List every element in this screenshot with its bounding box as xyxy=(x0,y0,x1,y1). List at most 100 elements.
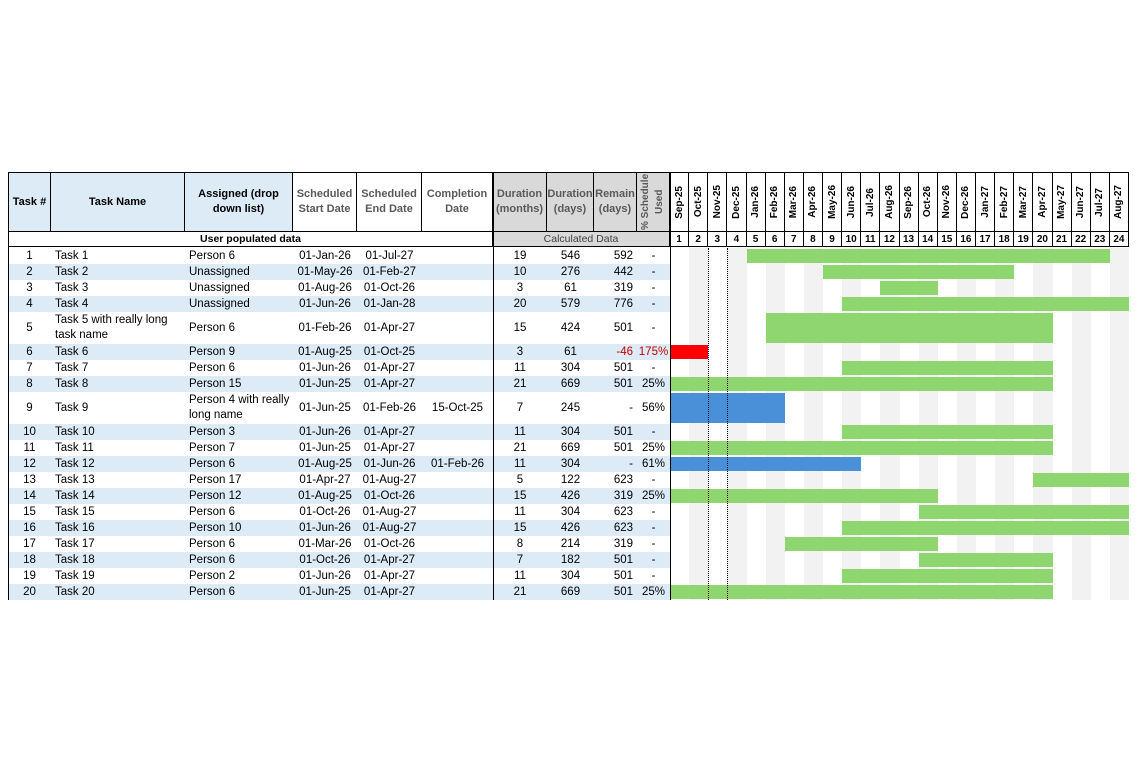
gantt-bar-planned[interactable] xyxy=(842,569,1053,583)
gantt-bar-planned[interactable] xyxy=(670,489,938,503)
task-num-cell[interactable]: 16 xyxy=(23,522,36,534)
gantt-bar-planned[interactable] xyxy=(784,537,938,551)
assigned-cell[interactable]: Person 2 xyxy=(189,570,236,582)
duration-months-cell[interactable]: 21 xyxy=(513,378,527,390)
month-header[interactable]: Jun-27 xyxy=(1072,173,1091,231)
month-header[interactable]: May-27 xyxy=(1053,173,1072,231)
assigned-cell[interactable]: Unassigned xyxy=(189,282,250,294)
gantt-bar-planned[interactable] xyxy=(880,281,938,295)
duration-days-cell[interactable]: 426 xyxy=(560,490,581,502)
duration-months-cell[interactable]: 15 xyxy=(513,522,527,534)
assigned-cell[interactable]: Person 6 xyxy=(189,554,236,566)
start-date-cell[interactable]: 01-Jun-25 xyxy=(299,442,351,454)
task-name-cell[interactable]: Task 13 xyxy=(55,474,95,486)
month-header[interactable]: Mar-27 xyxy=(1014,173,1034,231)
assigned-cell[interactable]: Person 6 xyxy=(189,250,236,262)
table-row[interactable]: 4 Task 4 Unassigned 01-Jun-26 01-Jan-28 20 579… xyxy=(8,296,1129,312)
start-date-cell[interactable]: 01-Jun-26 xyxy=(299,298,351,310)
remain-cell[interactable]: 319 xyxy=(613,538,633,550)
start-date-cell[interactable]: 01-Jun-26 xyxy=(299,570,351,582)
completion-date-cell[interactable] xyxy=(422,248,493,264)
duration-months-cell[interactable]: 11 xyxy=(514,570,526,582)
duration-months-cell[interactable]: 8 xyxy=(516,538,524,550)
month-header[interactable]: Jul-26 xyxy=(861,173,881,231)
end-date-cell[interactable]: 01-Apr-27 xyxy=(363,378,416,390)
pct-used-cell[interactable]: - xyxy=(651,570,656,582)
assigned-cell[interactable]: Person 6 xyxy=(189,321,236,334)
task-name-cell[interactable]: Task 6 xyxy=(55,346,89,358)
task-num-cell[interactable]: 15 xyxy=(23,506,36,518)
task-name-cell[interactable]: Task 15 xyxy=(55,506,95,518)
start-date-cell[interactable]: 01-Jun-25 xyxy=(299,586,351,598)
completion-date-cell[interactable] xyxy=(422,520,493,536)
remain-cell[interactable]: - xyxy=(629,458,633,470)
table-row[interactable]: 2 Task 2 Unassigned 01-May-26 01-Feb-27 10 276… xyxy=(8,264,1129,280)
duration-days-cell[interactable]: 424 xyxy=(560,322,581,334)
header-duration-days[interactable]: Duration (days) xyxy=(547,173,594,231)
pct-used-cell[interactable]: 25% xyxy=(641,586,666,598)
table-row[interactable]: 16 Task 16 Person 10 01-Jun-26 01-Aug-27 15 42… xyxy=(8,520,1129,536)
end-date-cell[interactable]: 01-Oct-26 xyxy=(363,490,416,502)
gantt-bar-planned[interactable] xyxy=(746,249,1110,263)
start-date-cell[interactable]: 01-Jun-26 xyxy=(299,522,351,534)
completion-date-cell[interactable] xyxy=(422,344,493,360)
remain-cell[interactable]: 623 xyxy=(613,474,633,486)
task-num-cell[interactable]: 17 xyxy=(23,538,36,550)
pct-used-cell[interactable]: - xyxy=(651,266,656,278)
completion-date-cell[interactable] xyxy=(422,312,493,344)
remain-cell[interactable]: 442 xyxy=(613,266,633,278)
duration-days-cell[interactable]: 61 xyxy=(564,282,577,294)
duration-months-cell[interactable]: 11 xyxy=(514,458,526,470)
month-header[interactable]: Jan-27 xyxy=(976,173,996,231)
start-date-cell[interactable]: 01-Aug-25 xyxy=(298,346,352,358)
duration-months-cell[interactable]: 7 xyxy=(516,402,524,414)
gantt-bar-planned[interactable] xyxy=(918,553,1053,567)
month-header[interactable]: Mar-26 xyxy=(785,173,804,231)
end-date-cell[interactable]: 01-Jun-26 xyxy=(363,458,416,470)
duration-days-cell[interactable]: 669 xyxy=(560,586,581,598)
start-date-cell[interactable]: 01-Aug-25 xyxy=(298,490,352,502)
duration-days-cell[interactable]: 61 xyxy=(564,346,577,358)
month-header[interactable]: Dec-25 xyxy=(727,173,747,231)
duration-days-cell[interactable]: 304 xyxy=(560,426,581,438)
header-task-num[interactable]: Task # xyxy=(8,173,51,231)
task-name-cell[interactable]: Task 18 xyxy=(55,554,95,566)
table-row[interactable]: 15 Task 15 Person 6 01-Oct-26 01-Aug-27 11 304… xyxy=(8,504,1129,520)
task-name-cell[interactable]: Task 5 with really long task name xyxy=(55,314,168,341)
completion-date-cell[interactable] xyxy=(422,568,493,584)
task-num-cell[interactable]: 9 xyxy=(26,402,33,414)
table-row[interactable]: 10 Task 10 Person 3 01-Jun-26 01-Apr-27 11 304… xyxy=(8,424,1129,440)
month-header[interactable]: Aug-26 xyxy=(880,173,900,231)
table-row[interactable]: 17 Task 17 Person 6 01-Mar-26 01-Oct-26 8 214 3… xyxy=(8,536,1129,552)
duration-months-cell[interactable]: 11 xyxy=(514,506,526,518)
month-header[interactable]: Nov-26 xyxy=(938,173,957,231)
remain-cell[interactable]: - xyxy=(629,402,633,414)
header-completion[interactable]: Completion Date xyxy=(422,173,493,231)
task-num-cell[interactable]: 14 xyxy=(23,490,36,502)
gantt-bar-planned[interactable] xyxy=(1033,473,1129,487)
duration-months-cell[interactable]: 19 xyxy=(513,250,527,262)
table-row[interactable]: 20 Task 20 Person 6 01-Jun-25 01-Apr-27 21 669… xyxy=(8,584,1129,600)
header-duration-months[interactable]: Duration (months) xyxy=(493,173,547,231)
pct-used-cell[interactable]: - xyxy=(651,298,656,310)
end-date-cell[interactable]: 01-Oct-25 xyxy=(363,346,416,358)
end-date-cell[interactable]: 01-Oct-26 xyxy=(363,282,416,294)
header-sched-end[interactable]: Scheduled End Date xyxy=(357,173,422,231)
month-header[interactable]: Oct-26 xyxy=(919,173,938,231)
completion-date-cell[interactable] xyxy=(422,296,493,312)
start-date-cell[interactable]: 01-Feb-26 xyxy=(298,322,352,334)
table-row[interactable]: 6 Task 6 Person 9 01-Aug-25 01-Oct-25 3 61 -46 1… xyxy=(8,344,1129,360)
duration-days-cell[interactable]: 426 xyxy=(560,522,581,534)
remain-cell[interactable]: -46 xyxy=(616,346,633,358)
end-date-cell[interactable]: 01-Feb-27 xyxy=(362,266,417,278)
assigned-cell[interactable]: Person 17 xyxy=(189,474,242,486)
remain-cell[interactable]: 501 xyxy=(613,362,633,374)
pct-used-cell[interactable]: - xyxy=(651,506,656,518)
assigned-cell[interactable]: Unassigned xyxy=(189,298,250,310)
table-row[interactable]: 11 Task 11 Person 7 01-Jun-25 01-Apr-27 21 669… xyxy=(8,440,1129,456)
duration-days-cell[interactable]: 669 xyxy=(560,442,581,454)
pct-used-cell[interactable]: - xyxy=(651,538,656,550)
task-name-cell[interactable]: Task 17 xyxy=(55,538,95,550)
start-date-cell[interactable]: 01-Oct-26 xyxy=(299,506,351,518)
pct-used-cell[interactable]: 61% xyxy=(641,458,666,470)
